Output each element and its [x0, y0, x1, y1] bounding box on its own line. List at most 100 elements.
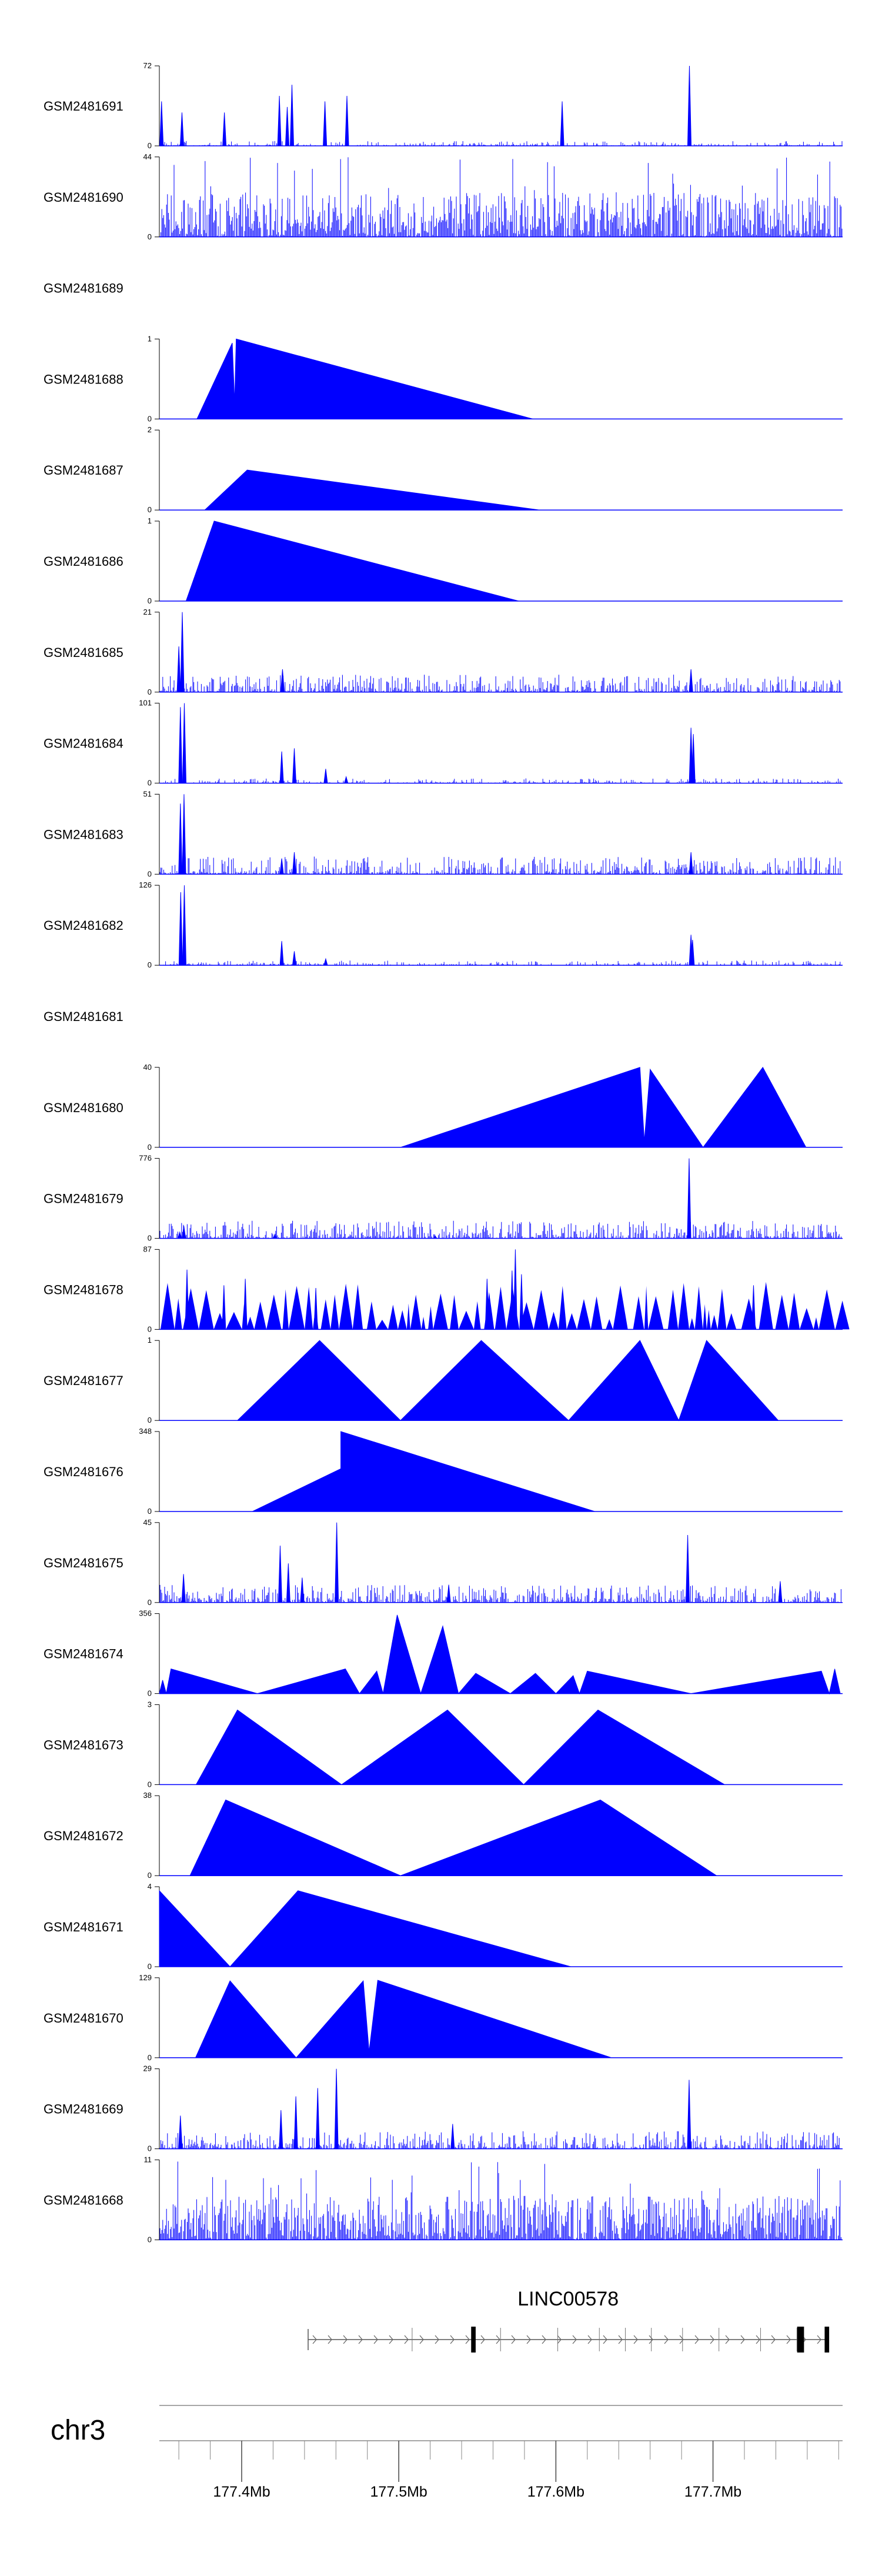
y-zero-label: 0: [148, 1234, 152, 1243]
track-GSM2481677: GSM2481677 1 0: [44, 1336, 843, 1424]
signal-peak: [293, 2096, 298, 2150]
track-GSM2481671: GSM2481671 4 0: [44, 1882, 843, 1971]
exon-block: [471, 2327, 475, 2353]
signal-peak: [519, 1274, 524, 1330]
track-GSM2481687: GSM2481687 2 0: [44, 425, 843, 514]
y-zero-label: 0: [148, 414, 152, 423]
signal-peak: [335, 1522, 339, 1603]
track-GSM2481670: GSM2481670 129 0: [44, 1973, 843, 2062]
signal-noise: [159, 2161, 841, 2240]
y-zero-label: 0: [148, 688, 152, 696]
signal-triangle: [689, 1318, 695, 1330]
signal-peak: [315, 2088, 320, 2150]
signal-triangle: [410, 1294, 422, 1330]
track-GSM2481690: GSM2481690 44 0: [44, 152, 843, 241]
track-label: GSM2481689: [44, 281, 123, 296]
y-max-label: 1: [148, 1336, 152, 1344]
genome-axis: chr3 177.4Mb 177.5Mb 177.6Mb 177.7Mb: [51, 2405, 843, 2500]
signal-peak: [243, 1279, 248, 1330]
signal-peak: [222, 1285, 226, 1330]
signal-peak: [178, 2115, 183, 2150]
noise-bars: [163, 778, 841, 783]
strand-arrow: [465, 2335, 470, 2344]
signal-triangle: [710, 1314, 718, 1330]
strand-arrow: [817, 2335, 821, 2344]
signal-peak: [292, 852, 297, 875]
signal-triangle: [320, 1299, 331, 1330]
signal-triangle: [558, 1286, 567, 1330]
y-max-label: 356: [139, 1609, 152, 1618]
track-GSM2481669: GSM2481669 29 0: [44, 2064, 843, 2153]
track-GSM2481678: GSM2481678 87 0: [44, 1244, 850, 1333]
track-label: GSM2481678: [44, 1282, 123, 1297]
signal-peak: [687, 2080, 691, 2150]
y-max-label: 87: [143, 1244, 152, 1253]
strand-arrow: [618, 2335, 623, 2344]
signal-peak: [292, 748, 297, 784]
signal-peak: [323, 957, 328, 966]
signal-triangle: [366, 1301, 376, 1330]
strand-arrow: [373, 2335, 378, 2344]
y-max-label: 1: [148, 516, 152, 525]
track-GSM2481688: GSM2481688 1 0: [44, 334, 843, 423]
y-max-label: 44: [143, 152, 152, 161]
track-label: GSM2481673: [44, 1737, 123, 1752]
track-label: GSM2481686: [44, 554, 123, 569]
track-GSM2481673: GSM2481673 3 0: [44, 1700, 843, 1788]
axis-tick-label: 177.4Mb: [213, 2484, 270, 2500]
signal-triangle: [473, 1301, 481, 1330]
exon-block: [797, 2327, 800, 2353]
signal-area: [159, 1890, 571, 1967]
signal-area: [195, 1709, 726, 1786]
track-GSM2481686: GSM2481686 1 0: [44, 516, 843, 605]
signal-triangle: [678, 1283, 690, 1330]
strand-arrow: [649, 2335, 653, 2344]
signal-triangle: [759, 1282, 773, 1330]
signal-triangle: [254, 1302, 267, 1330]
chromosome-label: chr3: [51, 2415, 105, 2446]
track-GSM2481684: GSM2481684 101 0: [44, 699, 843, 788]
track-GSM2481682: GSM2481682 126 0: [44, 880, 843, 969]
signal-triangle: [717, 1289, 727, 1330]
noise-bars: [159, 856, 841, 875]
signal-triangle: [633, 1296, 644, 1330]
strand-arrow: [526, 2335, 531, 2344]
signal-peak: [178, 803, 183, 875]
strand-arrow: [694, 2335, 699, 2344]
signal-noise: [159, 856, 841, 875]
y-max-label: 776: [139, 1154, 152, 1163]
noise-bars: [159, 2131, 841, 2149]
signal-triangle: [226, 1312, 242, 1330]
exon-block: [801, 2327, 804, 2353]
track-GSM2481683: GSM2481683 51 0: [44, 789, 843, 878]
signal-noise: [159, 1584, 841, 1603]
signal-triangle: [397, 1310, 407, 1330]
signal-peak: [446, 1584, 451, 1603]
signal-peak: [334, 2068, 339, 2150]
signal-area: [159, 1614, 841, 1695]
y-max-label: 129: [139, 1973, 152, 1982]
signal-triangle: [613, 1285, 628, 1330]
strand-arrow: [710, 2335, 714, 2344]
track-label: GSM2481682: [44, 918, 123, 933]
signal-peak: [689, 669, 693, 693]
signal-peak: [686, 1534, 690, 1603]
signal-triangle: [428, 1306, 433, 1330]
signal-triangle: [818, 1289, 835, 1330]
signal-peak: [513, 1249, 517, 1330]
y-zero-label: 0: [148, 1962, 152, 1971]
signal-peak: [178, 892, 183, 966]
signal-noise: [163, 778, 841, 783]
signal-peak: [279, 858, 284, 875]
y-max-label: 72: [143, 61, 152, 70]
signal-noise: [161, 141, 843, 146]
signal-peak: [178, 707, 183, 784]
track-label: GSM2481676: [44, 1464, 123, 1479]
track-label: GSM2481690: [44, 190, 123, 205]
signal-peak: [180, 612, 185, 693]
y-zero-label: 0: [148, 869, 152, 878]
track-label: GSM2481687: [44, 463, 123, 478]
y-max-label: 3: [148, 1700, 152, 1709]
strand-arrow: [358, 2335, 363, 2344]
